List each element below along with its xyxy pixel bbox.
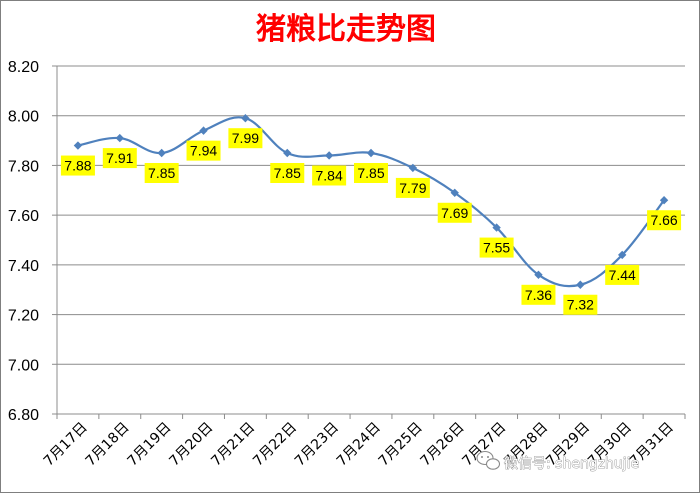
data-label-text: 7.44 — [609, 267, 636, 283]
data-label: 7.99 — [228, 128, 263, 149]
x-tick-label: 7月20日 — [166, 420, 216, 470]
chart-title: 猪粮比走势图 — [256, 12, 436, 47]
data-label-text: 7.69 — [441, 205, 468, 221]
data-labels: 7.88 7.91 7.85 7.94 7.99 7.85 7.84 7.85 7.79 7.69… — [60, 128, 682, 315]
y-tick-label: 7.80 — [8, 158, 39, 175]
data-point — [157, 148, 166, 158]
axes — [52, 65, 686, 419]
data-label: 7.55 — [479, 237, 514, 258]
data-label-text: 7.85 — [274, 165, 301, 181]
data-label-background — [60, 155, 95, 176]
data-point — [450, 188, 459, 197]
x-tick-label: 7月17日 — [41, 420, 91, 470]
y-tick-label: 7.20 — [8, 308, 39, 325]
y-tick-label: 8.00 — [8, 109, 39, 126]
data-label-text: 7.79 — [399, 180, 426, 196]
data-label-text: 7.99 — [232, 130, 259, 146]
data-label: 7.85 — [354, 163, 388, 183]
data-label-background — [479, 237, 514, 258]
data-label-text: 7.36 — [525, 287, 552, 303]
data-label: 7.91 — [102, 148, 137, 169]
data-point — [534, 270, 543, 279]
data-label-background — [605, 264, 640, 285]
data-label-background — [102, 148, 137, 169]
data-point — [115, 133, 124, 143]
watermark: 微信号: shengzhujie — [476, 450, 640, 472]
data-label: 7.85 — [270, 163, 305, 183]
data-point — [241, 114, 250, 123]
data-label: 7.88 — [60, 155, 95, 176]
x-tick-label: 7月21日 — [208, 420, 258, 470]
data-label-text: 7.94 — [190, 143, 217, 159]
series-line — [77, 116, 665, 288]
data-label-text: 7.55 — [483, 240, 510, 256]
data-label-background — [228, 128, 263, 149]
data-label-background — [437, 202, 472, 223]
data-label-background — [395, 177, 430, 198]
data-label-background — [647, 210, 682, 231]
data-label: 7.85 — [144, 163, 179, 183]
y-tick-label: 7.00 — [8, 357, 39, 374]
data-point — [659, 196, 669, 205]
x-tick-label: 7月25日 — [376, 420, 426, 470]
y-tick-label: 7.60 — [8, 208, 39, 225]
x-tick-label: 7月26日 — [418, 420, 468, 470]
data-label-background — [354, 163, 388, 183]
x-tick-label: 7月18日 — [83, 420, 133, 470]
data-label-background — [563, 294, 598, 315]
data-label-background — [270, 163, 305, 183]
data-label-background — [521, 284, 556, 305]
data-label: 7.66 — [647, 210, 682, 231]
data-label-text: 7.88 — [64, 158, 91, 174]
wechat-logo-icon — [476, 450, 501, 470]
data-label-background — [144, 163, 179, 183]
data-label-text: 7.91 — [106, 150, 133, 166]
watermark-text: 微信号: shengzhujie — [504, 456, 639, 472]
x-tick-label: 7月24日 — [334, 420, 384, 470]
data-point — [199, 126, 208, 135]
y-tick-labels: 6.80 7.00 7.20 7.40 7.60 7.80 8.00 8.20 — [8, 59, 39, 424]
gridlines — [57, 65, 685, 365]
data-label-text: 7.84 — [316, 167, 343, 183]
x-tick-label: 7月19日 — [124, 420, 174, 470]
data-label-text: 7.32 — [567, 297, 594, 313]
data-label-background — [186, 140, 221, 161]
data-label: 7.94 — [186, 140, 221, 161]
data-label: 7.36 — [521, 284, 556, 305]
data-label: 7.44 — [605, 264, 640, 285]
data-label: 7.32 — [563, 294, 598, 315]
series-line-path — [77, 116, 665, 288]
data-label-background — [312, 165, 347, 186]
data-point — [324, 151, 334, 160]
y-tick-label: 6.80 — [8, 407, 39, 424]
data-label: 7.69 — [437, 202, 472, 223]
data-markers — [73, 114, 669, 289]
data-label-text: 7.85 — [148, 165, 175, 181]
data-point — [576, 280, 585, 289]
x-tick-label: 7月22日 — [250, 420, 300, 470]
data-label: 7.79 — [395, 177, 430, 198]
x-tick-label: 7月23日 — [292, 420, 342, 470]
y-tick-label: 8.20 — [8, 59, 39, 76]
data-point — [366, 148, 376, 158]
data-point — [283, 148, 292, 158]
data-point — [73, 141, 83, 150]
data-point — [492, 223, 501, 232]
data-label-text: 7.66 — [650, 212, 677, 228]
data-point — [618, 250, 627, 260]
y-tick-label: 7.40 — [8, 258, 39, 275]
data-label: 7.84 — [312, 165, 347, 186]
data-label-text: 7.85 — [357, 165, 384, 181]
data-point — [408, 163, 418, 173]
